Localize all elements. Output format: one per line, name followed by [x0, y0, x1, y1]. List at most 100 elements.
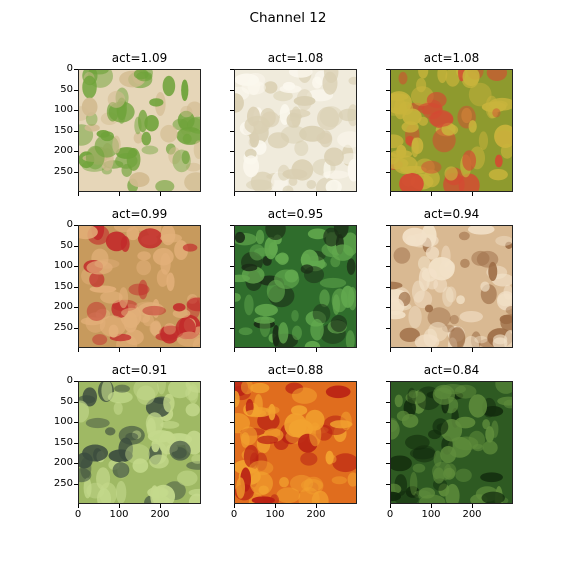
x-tick	[275, 504, 276, 508]
x-tick-label: 0	[386, 509, 394, 520]
panel-1: act=1.09 0 50 100 150 200 250	[54, 51, 201, 196]
y-tick	[74, 69, 78, 70]
y-tick	[230, 171, 234, 173]
y-tick	[230, 89, 234, 91]
x-tick-label: 200	[150, 509, 170, 520]
panel-title: act=1.08	[267, 51, 324, 65]
x-tick	[316, 192, 317, 196]
y-tick	[386, 401, 390, 403]
panel-image	[234, 381, 357, 504]
x-tick	[234, 192, 235, 196]
y-tick-label: 100	[53, 416, 73, 427]
y-tick	[74, 401, 78, 403]
y-tick	[386, 442, 390, 444]
x-tick-label: 0	[74, 509, 82, 520]
y-tick	[386, 266, 390, 267]
y-tick-label: 250	[53, 477, 73, 489]
y-tick	[230, 422, 234, 423]
x-tick	[234, 504, 235, 508]
y-tick	[230, 401, 234, 403]
x-tick	[431, 348, 432, 352]
x-tick	[78, 192, 79, 196]
y-tick-label: 150	[53, 280, 73, 292]
y-tick	[230, 69, 234, 70]
y-tick	[386, 245, 390, 247]
panel-image	[234, 69, 357, 192]
y-tick-label: 200	[53, 301, 73, 312]
x-tick	[119, 504, 120, 508]
x-tick-label: 100	[421, 509, 441, 520]
x-tick	[275, 192, 276, 196]
panel-3: act=1.08	[386, 51, 513, 196]
y-tick	[74, 327, 78, 329]
panel-6: act=0.94	[386, 207, 513, 352]
y-tick	[386, 171, 390, 173]
x-tick	[472, 192, 473, 196]
x-tick	[160, 348, 161, 352]
image-stuffed-toys	[79, 226, 200, 347]
panel-image	[78, 69, 201, 192]
panel-7: act=0.91 0 50 100 150 200 250 0 100 200	[54, 363, 201, 520]
x-tick	[431, 192, 432, 196]
y-tick	[230, 266, 234, 267]
y-tick	[386, 463, 390, 464]
panel-title: act=0.99	[111, 207, 168, 221]
x-tick-label: 100	[265, 509, 285, 520]
panel-title: act=1.08	[423, 51, 480, 65]
panel-title: act=1.09	[111, 51, 168, 65]
x-tick	[390, 192, 391, 196]
y-tick	[230, 442, 234, 444]
panel-8: act=0.88 0 100 200	[230, 363, 357, 520]
image-cauliflower	[235, 70, 356, 191]
x-tick	[390, 504, 391, 508]
panel-image	[390, 69, 513, 192]
y-tick	[74, 245, 78, 247]
panel-title: act=0.84	[423, 363, 480, 377]
x-tick	[275, 348, 276, 352]
y-tick	[230, 463, 234, 464]
x-tick-label: 200	[306, 509, 326, 520]
y-tick	[74, 225, 78, 226]
y-tick-label: 150	[53, 436, 73, 448]
panel-9: act=0.84 0 100 200	[386, 363, 513, 520]
panel-image	[390, 381, 513, 504]
x-tick	[160, 504, 161, 508]
y-tick	[386, 327, 390, 329]
y-tick	[230, 225, 234, 226]
panel-title: act=0.88	[267, 363, 324, 377]
y-tick-label: 200	[53, 145, 73, 156]
y-tick	[386, 89, 390, 91]
y-tick	[74, 307, 78, 308]
y-tick-label: 200	[53, 457, 73, 468]
x-tick	[78, 348, 79, 352]
image-bread-cubes	[391, 226, 512, 347]
y-tick-label: 0	[66, 219, 73, 230]
y-tick	[74, 286, 78, 288]
y-tick	[386, 483, 390, 485]
y-tick	[74, 151, 78, 152]
y-tick	[386, 110, 390, 111]
y-tick-label: 50	[60, 239, 73, 251]
image-strawberry-plant-leaves	[235, 226, 356, 347]
panel-image	[78, 225, 201, 348]
panel-2: act=1.08	[230, 51, 357, 196]
y-tick	[230, 483, 234, 485]
y-tick-label: 150	[53, 124, 73, 136]
figure-title: Channel 12	[249, 10, 327, 26]
y-tick	[74, 110, 78, 111]
y-tick	[74, 381, 78, 382]
y-tick	[386, 286, 390, 288]
y-tick	[74, 171, 78, 173]
y-tick	[386, 422, 390, 423]
y-tick	[230, 110, 234, 111]
y-tick	[74, 89, 78, 91]
y-tick	[74, 483, 78, 485]
y-tick-label: 250	[53, 165, 73, 177]
y-tick-label: 0	[66, 63, 73, 74]
x-tick	[472, 348, 473, 352]
x-tick-label: 0	[230, 509, 238, 520]
y-tick	[386, 69, 390, 70]
x-tick	[472, 504, 473, 508]
y-tick	[386, 307, 390, 308]
x-tick	[234, 348, 235, 352]
